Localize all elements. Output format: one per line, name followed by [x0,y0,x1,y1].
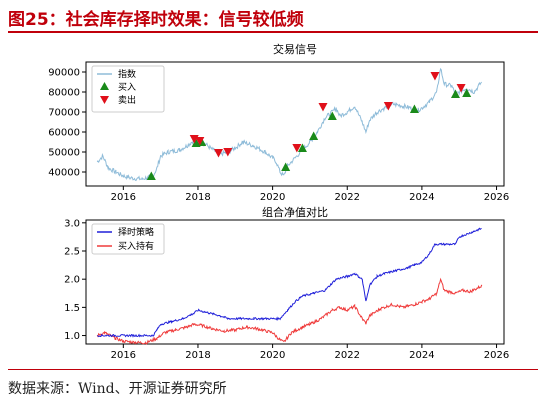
sell-signal-marker [223,148,233,157]
buy-signal-marker [281,162,291,171]
buy-signal-marker [409,104,419,113]
x-tick-label: 2024 [409,350,434,361]
legend-buy-marker [100,82,109,90]
legend-sell-marker [100,96,109,104]
x-tick-label: 2020 [260,350,285,361]
legend-index-label: 指数 [118,68,136,80]
sell-signal-marker [456,84,466,93]
netvalue-legend: 择时策略 买入持有 [91,223,165,255]
buy-signal-marker [297,143,307,152]
y-tick-label: 1.0 [64,331,80,342]
data-source-note: 数据来源：Wind、开源证券研究所 [8,381,227,397]
netvalue-chart-frame [85,219,505,345]
y-tick-label: 40000 [48,168,80,179]
buy-signal-marker [309,131,319,140]
signal-chart-title: 交易信号 [273,42,317,56]
sell-signal-marker [430,72,440,81]
source-separator [8,369,538,370]
y-tick-label: 70000 [48,108,80,119]
buy-hold-series-line [96,277,483,345]
x-tick-label: 2018 [185,350,210,361]
signal-chart-frame [85,61,505,187]
sell-signal-marker [292,144,302,153]
y-tick-label: 60000 [48,128,80,139]
y-tick-label: 3.0 [64,218,80,229]
y-tick-label: 50000 [48,148,80,159]
buy-signal-marker [450,89,460,98]
signal-y-axis: 40000 50000 60000 70000 80000 90000 [48,68,86,179]
timing-strategy-series-line [97,227,482,338]
signal-chart: 交易信号 2016 2018 2020 2022 2024 2026 40000 50000… [48,42,509,203]
sell-signal-marker [318,103,328,112]
x-tick-label: 2022 [335,350,360,361]
x-tick-label: 2026 [484,350,509,361]
x-tick-label: 2016 [111,192,136,203]
x-tick-label: 2024 [409,192,434,203]
x-tick-label: 2016 [111,350,136,361]
legend-sell-label: 卖出 [118,94,136,106]
x-tick-label: 2018 [185,192,210,203]
netvalue-x-axis: 2016 2018 2020 2022 2024 2026 [111,344,509,361]
x-tick-label: 2026 [484,192,509,203]
y-tick-label: 2.0 [64,275,80,286]
title-underline [8,31,538,33]
figure-title: 图25：社会库存择时效果：信号较低频 [8,10,304,30]
y-tick-label: 90000 [48,68,80,79]
buy-signal-marker [462,88,472,97]
netvalue-y-axis: 1.0 1.5 2.0 2.5 3.0 [64,218,86,342]
sell-signal-marker [195,137,205,146]
legend-hold-label: 买入持有 [118,240,154,252]
legend-strategy-label: 择时策略 [118,226,154,238]
y-tick-label: 1.5 [64,303,80,314]
y-tick-label: 2.5 [64,247,80,258]
netvalue-chart-title: 组合净值对比 [262,205,328,219]
sell-signal-marker [213,149,223,158]
sell-signal-marker [383,102,393,111]
netvalue-lines [96,227,483,345]
signal-x-axis: 2016 2018 2020 2022 2024 2026 [111,186,509,203]
signal-markers [146,72,472,180]
buy-signal-marker [327,111,337,120]
legend-buy-label: 买入 [118,82,136,93]
y-tick-label: 80000 [48,88,80,99]
x-tick-label: 2020 [260,192,285,203]
signal-legend-box [91,65,165,113]
x-tick-label: 2022 [335,192,360,203]
buy-signal-marker [146,171,156,180]
netvalue-chart: 组合净值对比 2016 2018 2020 2022 2024 2026 1.0 1.5 2.… [64,205,509,361]
signal-legend: 指数 买入 卖出 [91,65,165,113]
